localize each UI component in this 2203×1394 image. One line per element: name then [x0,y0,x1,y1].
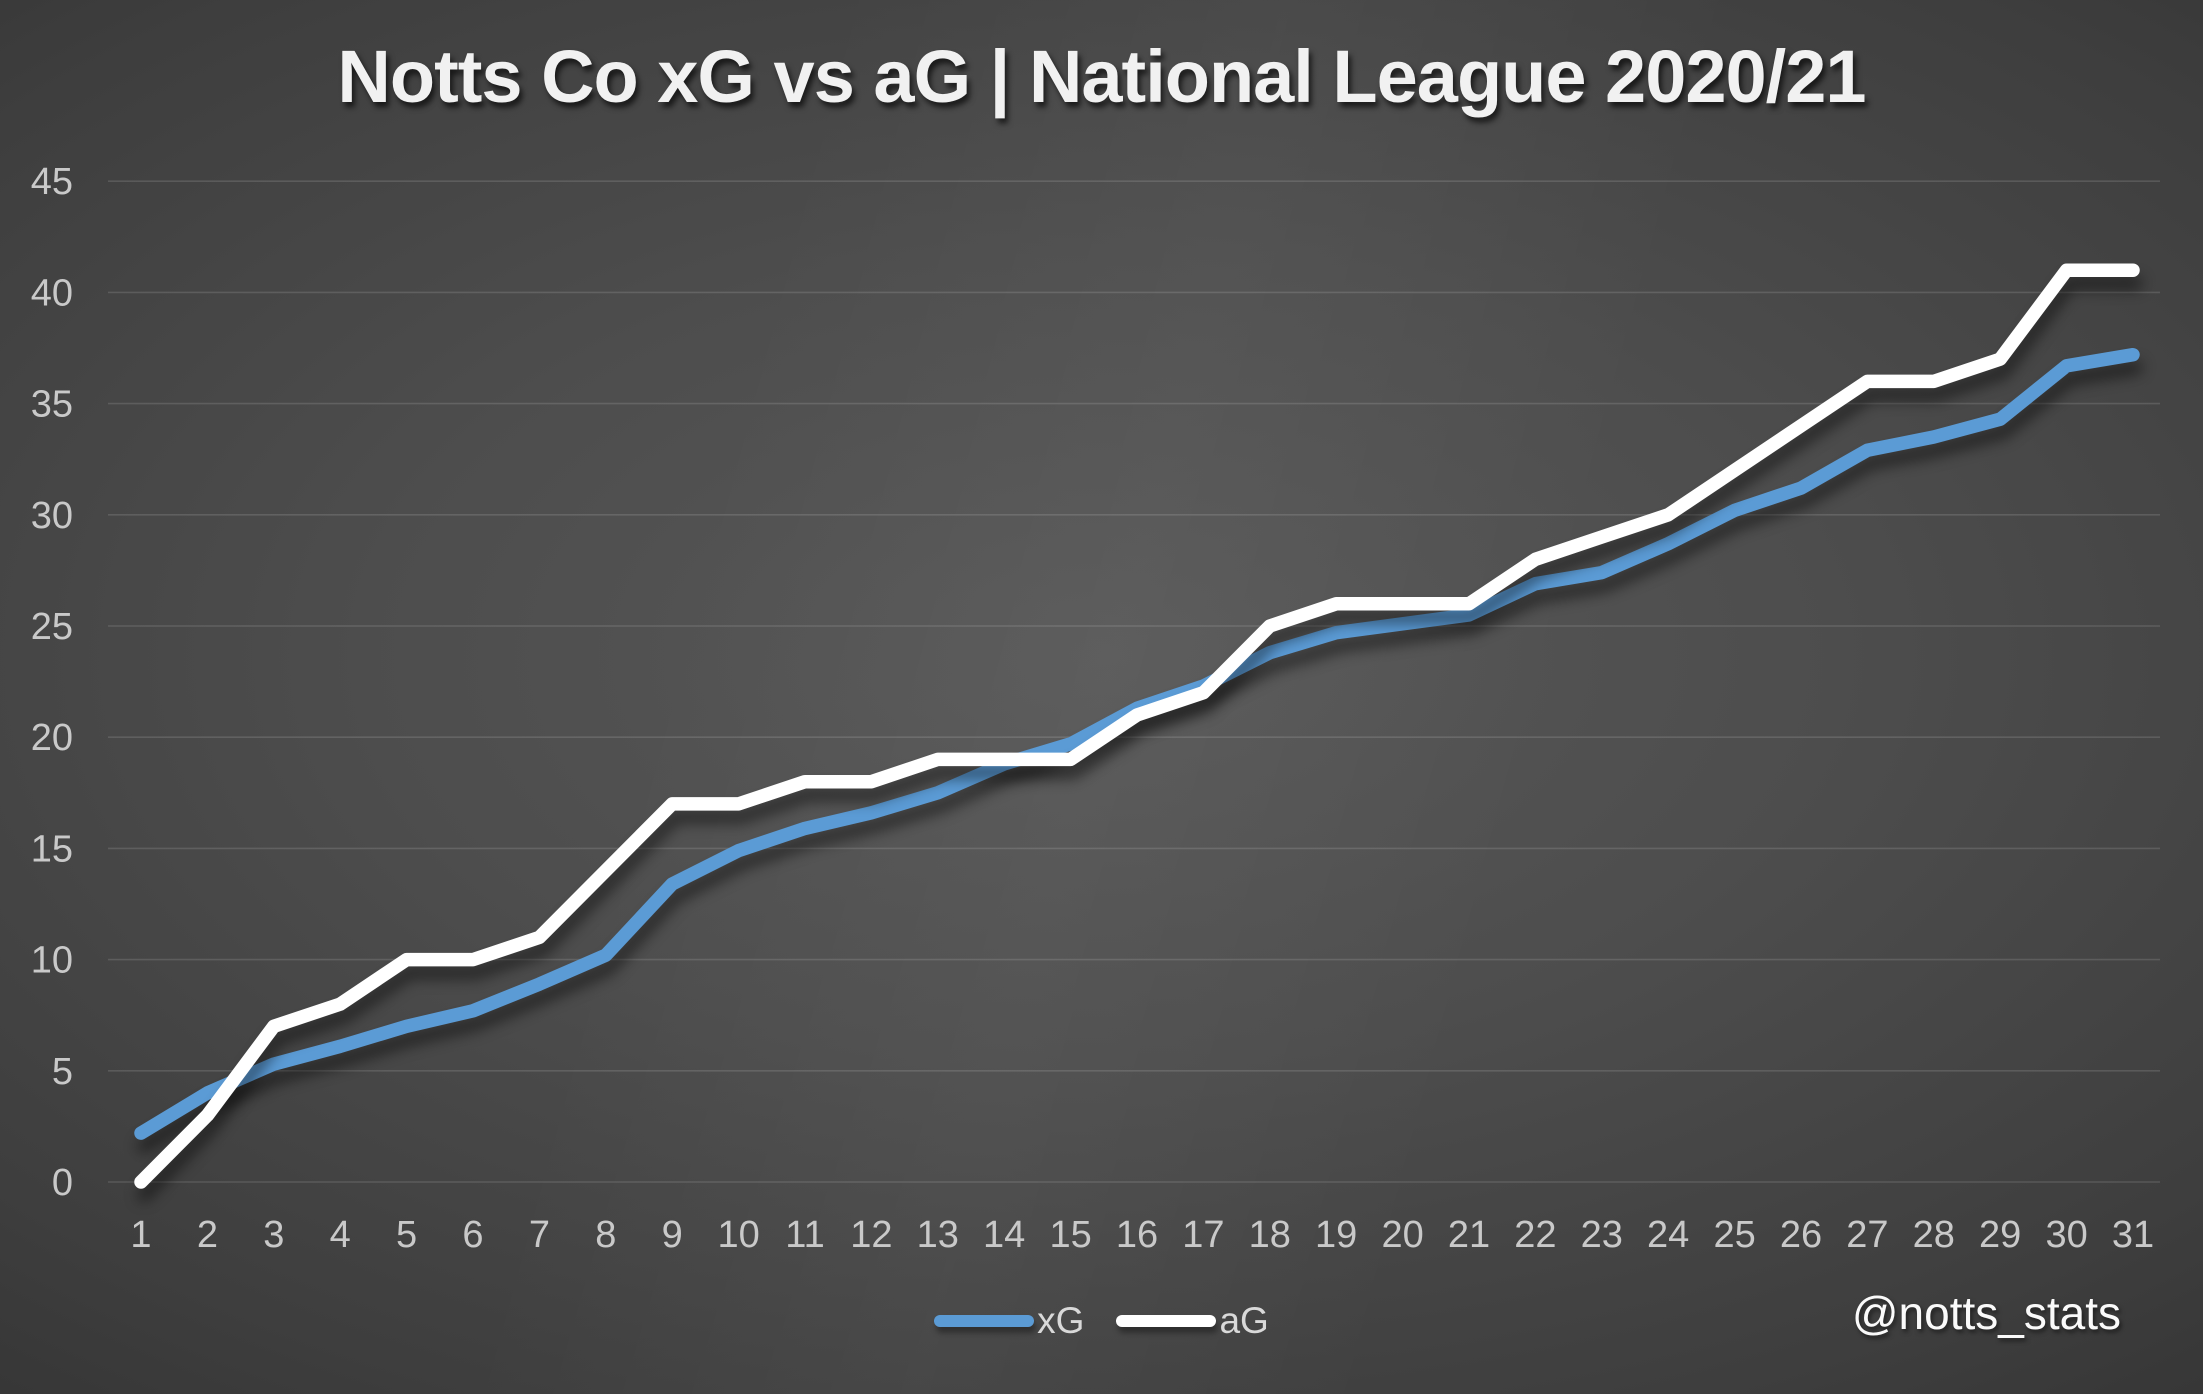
x-axis-label: 17 [1182,1214,1224,1256]
y-axis-label: 30 [31,495,73,537]
y-axis-label: 35 [31,384,73,426]
x-axis-label: 18 [1249,1214,1291,1256]
x-axis-label: 2 [197,1214,218,1256]
xg-legend-label: xG [1037,1300,1085,1341]
x-axis-label: 22 [1514,1214,1556,1256]
y-axis-label: 5 [52,1051,73,1093]
y-axis-label: 20 [31,717,73,759]
x-axis-label: 20 [1381,1214,1423,1256]
ag-legend-swatch [1116,1315,1217,1327]
x-axis-label: 11 [785,1214,824,1256]
x-axis-label: 10 [717,1214,759,1256]
x-axis-label: 7 [529,1214,550,1256]
legend: xG aG [0,1300,2203,1342]
x-axis-label: 30 [2045,1214,2087,1256]
y-axis-label: 15 [31,828,73,870]
legend-item-ag: aG [1116,1300,1269,1342]
x-axis-label: 24 [1647,1214,1689,1256]
y-axis-label: 10 [31,940,73,982]
ag-legend-label: aG [1219,1300,1269,1341]
x-axis-label: 19 [1315,1214,1357,1256]
ag-line-series [134,263,2140,1189]
legend-item-xg: xG [934,1300,1084,1342]
x-axis-label: 1 [130,1214,151,1256]
x-axis-label: 16 [1116,1214,1158,1256]
x-axis-label: 29 [1979,1214,2021,1256]
xg-line-series [134,347,2140,1140]
x-axis-label: 13 [917,1214,959,1256]
x-axis-label: 26 [1780,1214,1822,1256]
x-axis-label: 12 [850,1214,892,1256]
x-axis-label: 8 [595,1214,616,1256]
y-axis-labels-group: 0 5 10 15 20 25 30 35 40 45 [31,161,73,1204]
y-axis-label: 25 [31,606,73,648]
chart-title: Notts Co xG vs aG | National League 2020… [337,35,1866,118]
y-axis-label: 40 [31,272,73,314]
x-axis-label: 27 [1846,1214,1888,1256]
x-axis-label: 28 [1913,1214,1955,1256]
x-axis-label: 5 [396,1214,417,1256]
y-axis-label: 0 [52,1162,73,1204]
xg-legend-swatch [934,1315,1035,1327]
x-axis-labels-group: 1 2 3 4 5 6 7 8 9 10 11 12 13 14 15 16 17 18 19 20 21 22 23 24 2… [130,1214,2154,1256]
x-axis-label: 31 [2112,1214,2154,1256]
y-axis-label: 45 [31,161,73,203]
twitter-handle: @notts_stats [1851,1287,2121,1339]
x-axis-label: 14 [983,1214,1025,1256]
x-axis-label: 9 [662,1214,683,1256]
gridlines-group [108,180,2160,1183]
x-axis-label: 4 [330,1214,351,1256]
x-axis-label: 3 [263,1214,284,1256]
x-axis-label: 15 [1049,1214,1091,1256]
x-axis-label: 21 [1448,1214,1490,1256]
x-axis-label: 25 [1713,1214,1755,1256]
x-axis-label: 23 [1581,1214,1623,1256]
x-axis-label: 6 [462,1214,483,1256]
series-group [134,263,2140,1189]
